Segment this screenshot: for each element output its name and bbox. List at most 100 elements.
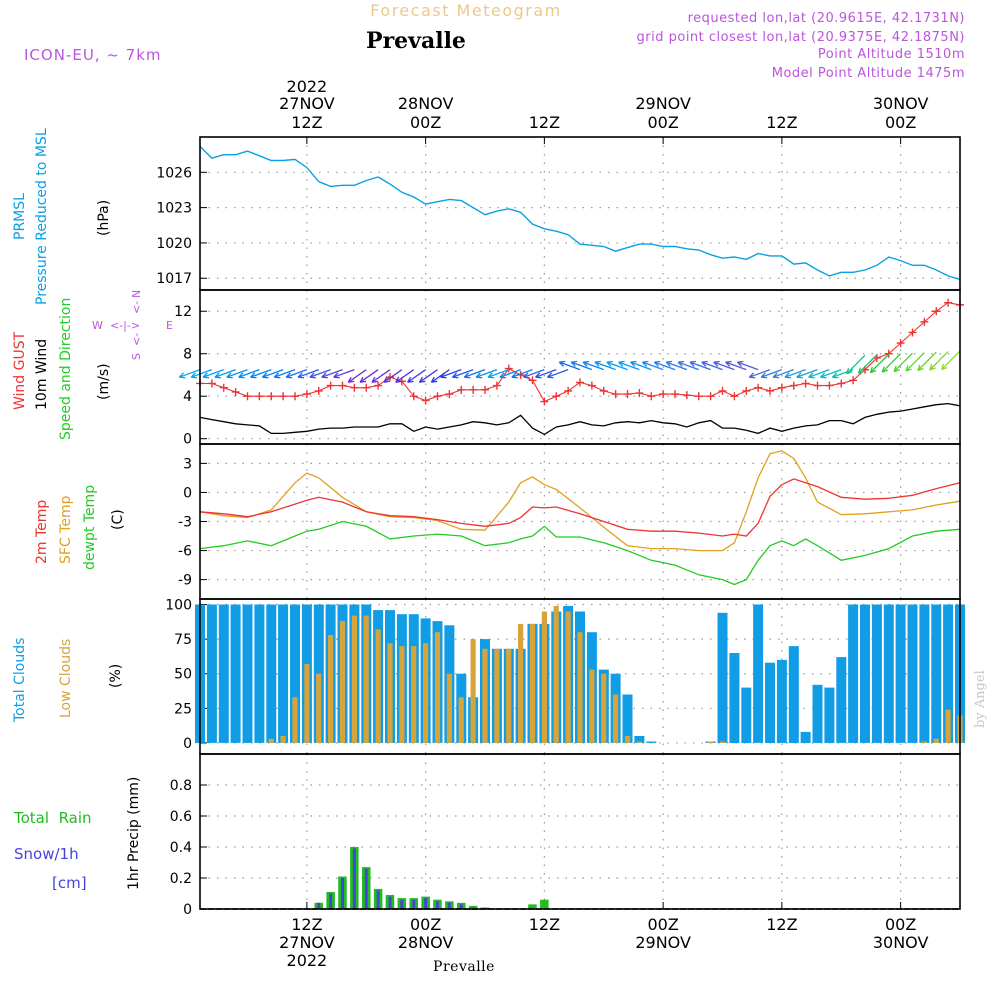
wind-arrow-head [395, 376, 402, 383]
wind-arrow [535, 369, 557, 379]
wind-arrow-head [760, 372, 768, 379]
wind-arrow-head [238, 372, 245, 379]
wind-arrow-shaft [359, 369, 379, 383]
wind-arrow-head [333, 372, 340, 379]
gust-marker [469, 385, 478, 394]
low-clouds-bar [387, 643, 393, 743]
total-clouds-bar [622, 694, 633, 743]
low-clouds-bar [411, 646, 417, 743]
pressure-grid: 1017 1020 1023 1026 [156, 137, 960, 290]
wind-arrow-head [309, 372, 316, 379]
wind-arrow-shaft [917, 351, 937, 371]
compass-w: W [92, 319, 103, 332]
wind-arrow-head [941, 363, 948, 371]
pressure-label-1: PRMSL [12, 193, 28, 240]
wind-arrow-shaft [559, 361, 581, 371]
wind-arrow [594, 360, 616, 371]
wind-arrow-shaft [371, 369, 391, 383]
gust-marker [552, 392, 561, 401]
wind-arrow-shaft [333, 369, 355, 378]
wind-arrow [665, 360, 688, 371]
bottom-time-label: 29NOV [635, 933, 691, 952]
panel-frames [199, 136, 961, 910]
gust-marker [706, 392, 715, 401]
bottom-time-label: 12Z [291, 915, 322, 934]
wind-arrow-shaft [749, 369, 771, 378]
wind-arrow-shaft [713, 361, 735, 371]
wind-arrow [546, 369, 569, 379]
total-clouds-bar [290, 604, 300, 743]
clouds-unit: (%) [108, 664, 124, 688]
wind-arrow-head [594, 360, 601, 367]
low-clouds-bar [280, 736, 286, 743]
wind-arrow-head [178, 372, 186, 379]
wind-arrow-head [499, 372, 506, 379]
snow-bar [400, 899, 404, 909]
wind-arrow-head [713, 360, 720, 367]
wind-ytick-label: 4 [183, 389, 192, 405]
low-clouds-bar [470, 639, 476, 743]
low-clouds-bar [921, 741, 927, 743]
wind-arrow-head [820, 372, 827, 379]
wind-arrow-head [475, 372, 483, 379]
wind-arrow [881, 353, 902, 373]
wind-arrow-head [725, 360, 732, 367]
bottom-time-label: 30NOV [873, 933, 929, 952]
snow-bar [364, 868, 368, 909]
temperature-ytick-label: -3 [178, 515, 192, 531]
wind-arrow-shaft [642, 361, 664, 371]
total-clouds-bar [741, 687, 752, 743]
wind-arrow-shaft [796, 369, 818, 378]
wind-arrow-shaft [582, 361, 604, 371]
compass-arrow-up: <- [130, 301, 143, 314]
total-clouds-bar [931, 604, 942, 743]
clouds-ytick-label: 75 [174, 632, 192, 648]
total-clouds-bar [634, 736, 645, 743]
wind-arrow-head [917, 364, 924, 372]
sfc-temp-line [199, 450, 961, 552]
snow-bar [459, 904, 463, 909]
gust-marker [528, 376, 537, 385]
gust-marker [742, 386, 751, 395]
wind-arrow [487, 369, 509, 379]
gust-marker [445, 390, 454, 399]
snow-bar [352, 848, 356, 909]
clouds-ytick-label: 100 [165, 598, 192, 614]
supertitle: Forecast Meteogram [370, 1, 561, 20]
temp-label-1: 2m Temp [34, 500, 50, 564]
gust-marker [338, 381, 347, 390]
low-clouds-bar [708, 741, 714, 743]
total-clouds-bar [883, 604, 894, 743]
wind-arrow-head [772, 372, 780, 379]
wind-arrow-shaft [737, 361, 759, 371]
gust-marker [682, 391, 691, 400]
wind-arrow [606, 360, 628, 371]
low-clouds-bar [351, 615, 357, 743]
wind-arrow [796, 369, 818, 379]
wind-arrow-shaft [905, 352, 925, 372]
wind-arrow [748, 369, 771, 379]
gust-marker [884, 349, 893, 358]
wind-arrow [820, 369, 842, 379]
wind-arrow-head [736, 360, 744, 367]
wind-arrow [857, 354, 878, 374]
wind-arrow [383, 369, 403, 383]
gust-marker [481, 385, 489, 394]
wind-arrow-head [261, 372, 269, 379]
gust-marker [801, 379, 810, 388]
gust-marker [599, 386, 608, 395]
clouds-ytick-label: 50 [174, 667, 192, 683]
wind-arrow [238, 369, 260, 379]
precip-unit: 1hr Precip (mm) [126, 777, 142, 890]
wind-arrow [570, 360, 593, 371]
wind-arrow [395, 369, 415, 383]
wind-arrow-head [630, 360, 637, 367]
wind-arrow-head [359, 376, 367, 383]
low-clouds-bar [446, 673, 452, 743]
temperature-ytick-label: 0 [183, 485, 192, 501]
rain-bar [528, 904, 537, 909]
gust-marker [457, 385, 466, 394]
low-clouds-bar [719, 741, 726, 743]
wind-arrow-head [558, 360, 566, 367]
gust-marker [908, 328, 917, 337]
